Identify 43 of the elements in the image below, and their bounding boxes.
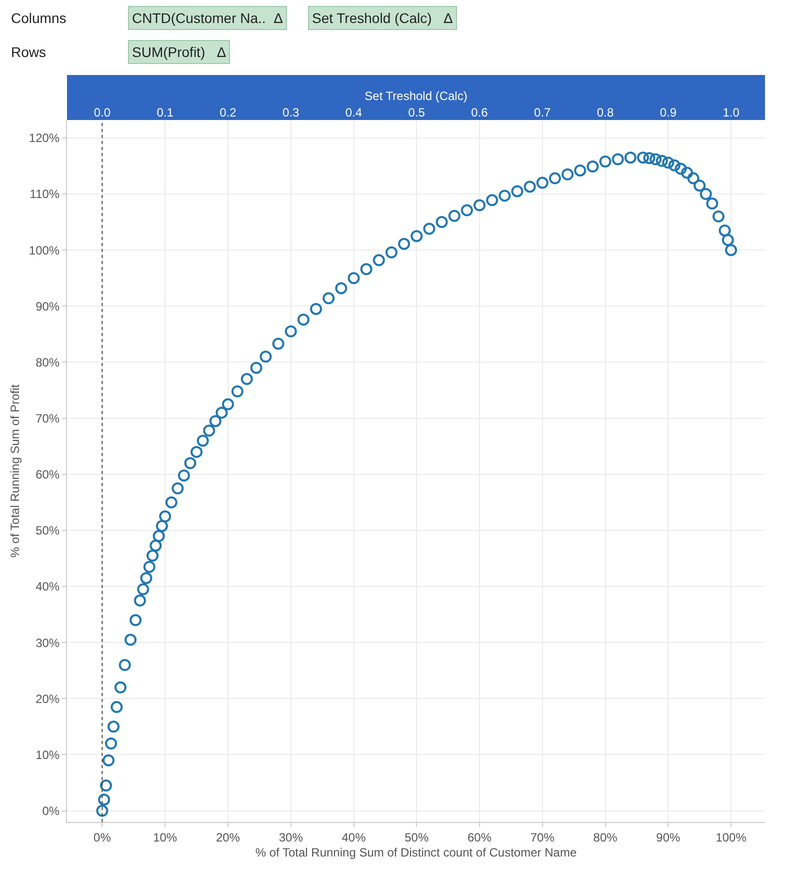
x2-tick-label: 0.3 — [282, 106, 300, 120]
y-tick-label: 50% — [36, 524, 60, 538]
y-axis-title: % of Total Running Sum of Profit — [8, 384, 22, 558]
x2-tick-label: 0.2 — [220, 106, 237, 120]
y-tick-label: 0% — [42, 804, 60, 818]
text: Rows — [11, 44, 46, 60]
x2-tick-label: 0.7 — [534, 106, 552, 120]
x-tick-label: 100% — [716, 830, 747, 844]
y-tick-label: 80% — [36, 355, 60, 370]
x-tick-label: 60% — [467, 830, 492, 844]
x-tick-label: 40% — [342, 830, 366, 844]
x2-tick-label: 0.4 — [345, 106, 362, 120]
y-tick-label: 60% — [36, 468, 60, 482]
y-tick-label: 110% — [30, 187, 60, 202]
y-tick-label: 40% — [36, 580, 60, 594]
x2-axis-title: Set Treshold (Calc) — [364, 88, 468, 103]
y-tick-label: 20% — [36, 692, 60, 706]
y-tick-label: 10% — [36, 748, 60, 762]
x2-tick-label: 0.9 — [660, 106, 677, 120]
x-tick-label: 10% — [153, 830, 178, 844]
x-tick-label: 80% — [593, 830, 618, 844]
x2-tick-label: 0.1 — [156, 106, 174, 120]
x-tick-label: 20% — [216, 830, 240, 844]
y-tick-label: 70% — [36, 411, 60, 426]
x-tick-label: 30% — [278, 830, 304, 844]
x-tick-label: 90% — [656, 830, 680, 844]
x2-tick-label: 0.0 — [94, 106, 111, 120]
text: SUM(Profit) Δ — [132, 44, 226, 60]
y-tick-label: 90% — [36, 299, 60, 314]
x-tick-label: 0% — [94, 830, 112, 844]
x-tick-label: 50% — [404, 830, 429, 844]
x2-tick-label: 0.8 — [596, 106, 614, 120]
x-axis-title: % of Total Running Sum of Distinct count of Customer Name — [255, 845, 577, 860]
x2-tick-label: 0.5 — [408, 106, 426, 120]
y-tick-label: 30% — [36, 636, 60, 650]
x2-tick-label: 0.6 — [471, 106, 488, 120]
text: Columns — [11, 10, 66, 26]
text: Set Treshold (Calc) Δ — [312, 10, 453, 26]
y-tick-label: 120% — [28, 131, 60, 146]
y-tick-label: 100% — [28, 243, 60, 258]
x-tick-label: 70% — [530, 830, 555, 844]
x2-tick-label: 1.0 — [722, 106, 740, 120]
text: CNTD(Customer Na.. Δ — [132, 10, 283, 26]
